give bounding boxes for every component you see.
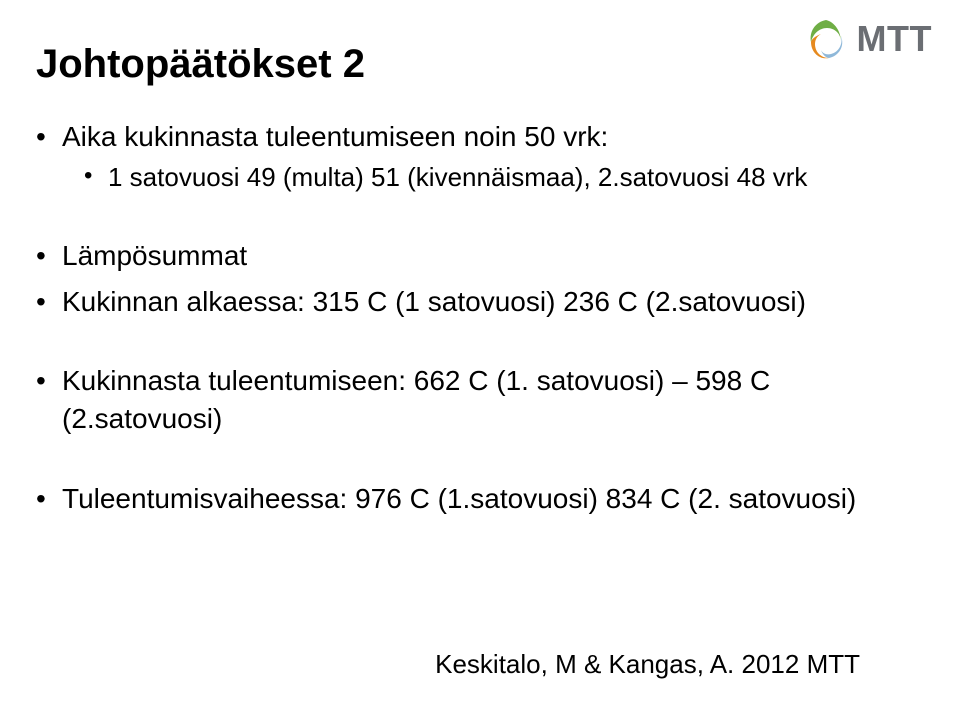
bullet-text: Kukinnasta tuleentumiseen: 662 C (1. sat…	[62, 365, 770, 434]
page-title: Johtopäätökset 2	[36, 42, 365, 87]
bullet-text: Lämpösummat	[62, 240, 247, 271]
bullet-item: Tuleentumisvaiheessa: 976 C (1.satovuosi…	[36, 480, 890, 518]
bullet-item: Lämpösummat	[36, 237, 890, 275]
bullet-text: Kukinnan alkaessa: 315 C (1 satovuosi) 2…	[62, 286, 806, 317]
bullet-list: Kukinnasta tuleentumiseen: 662 C (1. sat…	[36, 362, 890, 438]
content-area: Aika kukinnasta tuleentumiseen noin 50 v…	[36, 118, 890, 526]
bullet-item: Aika kukinnasta tuleentumiseen noin 50 v…	[36, 118, 890, 195]
footer-citation: Keskitalo, M & Kangas, A. 2012 MTT	[435, 649, 860, 680]
bullet-list: Lämpösummat Kukinnan alkaessa: 315 C (1 …	[36, 237, 890, 321]
bullet-text: Tuleentumisvaiheessa: 976 C (1.satovuosi…	[62, 483, 856, 514]
sub-bullet-text: 1 satovuosi 49 (multa) 51 (kivennäismaa)…	[108, 162, 807, 192]
spacer	[36, 446, 890, 480]
logo-text: MTT	[857, 18, 932, 60]
logo: MTT	[801, 14, 932, 64]
bullet-list: Tuleentumisvaiheessa: 976 C (1.satovuosi…	[36, 480, 890, 518]
sub-bullet-list: 1 satovuosi 49 (multa) 51 (kivennäismaa)…	[62, 160, 890, 195]
bullet-item: Kukinnan alkaessa: 315 C (1 satovuosi) 2…	[36, 283, 890, 321]
spacer	[36, 203, 890, 237]
slide: MTT Johtopäätökset 2 Aika kukinnasta tul…	[0, 0, 960, 702]
sub-bullet-item: 1 satovuosi 49 (multa) 51 (kivennäismaa)…	[62, 160, 890, 195]
bullet-list: Aika kukinnasta tuleentumiseen noin 50 v…	[36, 118, 890, 195]
bullet-text: Aika kukinnasta tuleentumiseen noin 50 v…	[62, 121, 608, 152]
logo-swirl-icon	[801, 14, 851, 64]
spacer	[36, 328, 890, 362]
bullet-item: Kukinnasta tuleentumiseen: 662 C (1. sat…	[36, 362, 890, 438]
